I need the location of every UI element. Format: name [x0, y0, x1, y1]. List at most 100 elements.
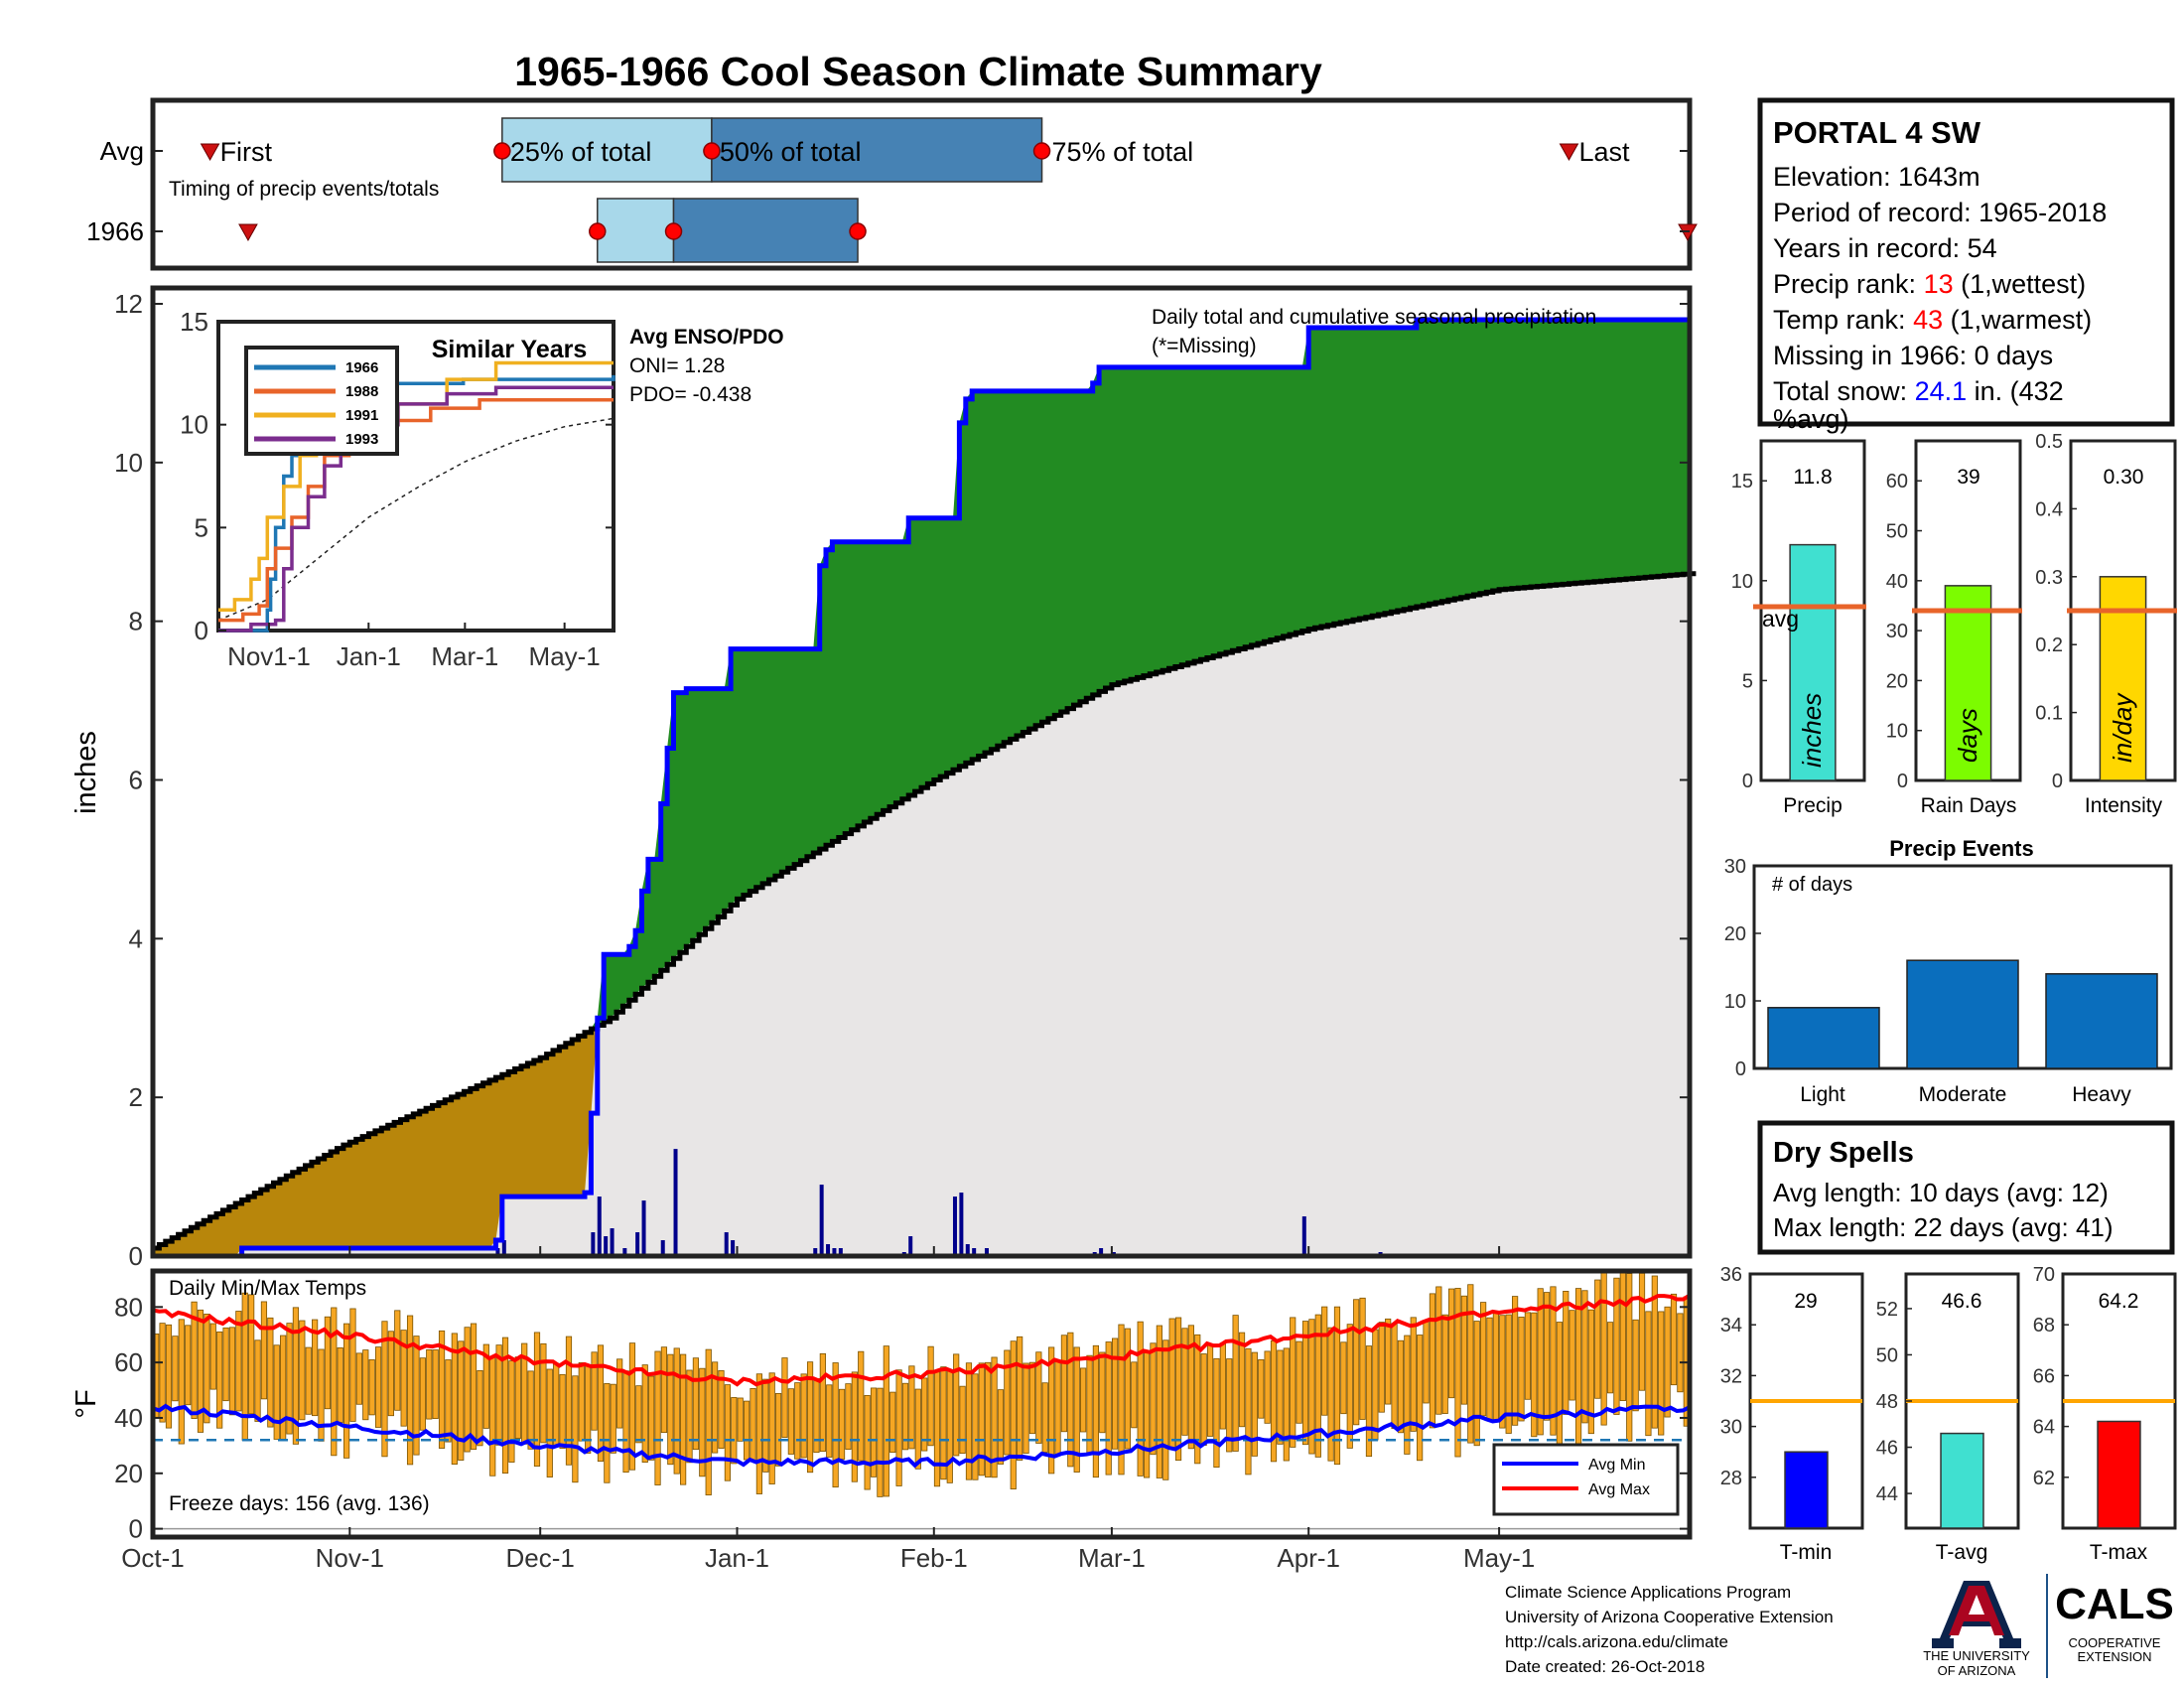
daily-temp-bar [959, 1385, 966, 1455]
daily-temp-bar [1587, 1309, 1594, 1435]
enso-pdo: PDO= -0.438 [629, 383, 751, 406]
daily-temp-bar [1150, 1342, 1157, 1456]
daily-temp-bar [724, 1384, 731, 1481]
daily-temp-bar [1574, 1288, 1582, 1445]
daily-temp-bar [1645, 1311, 1652, 1437]
avg-pct-marker [1032, 142, 1051, 160]
temp-y-axis-label: °F [70, 1389, 102, 1418]
daily-precip-bar [813, 1248, 818, 1256]
daily-precip-bar [965, 1244, 970, 1256]
daily-temp-bar [299, 1320, 306, 1421]
daily-temp-bar [419, 1357, 426, 1431]
inset-y-tick-label: 5 [195, 512, 208, 542]
daily-temp-bar [1460, 1295, 1468, 1405]
x-tick-label: Mar-1 [1078, 1543, 1146, 1573]
daily-temp-bar [895, 1369, 902, 1486]
main-y-tick-label: 6 [129, 765, 143, 794]
main-y-tick-label: 0 [129, 1241, 143, 1271]
daily-temp-bar [1441, 1314, 1448, 1414]
daily-temp-bar [889, 1391, 896, 1454]
daily-temp-bar [1206, 1344, 1214, 1437]
inset-series-1993 [218, 385, 614, 633]
avg-last-marker [1559, 143, 1579, 162]
daily-temp-bar [1194, 1334, 1201, 1465]
daily-temp-bar [673, 1347, 680, 1475]
daily-temp-bar [1480, 1302, 1487, 1417]
daily-temp-bar [1606, 1322, 1614, 1394]
daily-precip-bar [819, 1185, 824, 1256]
raindays-tick-label: 10 [1886, 721, 1908, 743]
temp-plot [152, 1271, 1692, 1530]
daily-temp-bar [1314, 1314, 1321, 1458]
daily-temp-bar [374, 1346, 382, 1428]
inset-y-tick-label: 0 [195, 616, 208, 645]
daily-temp-bar [1118, 1324, 1125, 1476]
footer-line1: Climate Science Applications Program [1505, 1583, 1791, 1602]
daily-temp-bar [1296, 1340, 1302, 1424]
daily-temp-bar [1486, 1317, 1493, 1422]
daily-temp-bar [489, 1356, 496, 1477]
daily-temp-bar [1086, 1354, 1093, 1455]
daily-temp-bar [172, 1336, 179, 1402]
daily-precip-bar [959, 1193, 964, 1256]
avg-box-50-75 [711, 117, 1043, 183]
daily-precip-bar [952, 1196, 957, 1256]
tmin-bar [1784, 1451, 1829, 1529]
daily-temp-bar [464, 1327, 471, 1453]
events-cat-light: Light [1800, 1083, 1845, 1106]
daily-temp-bar [883, 1345, 889, 1497]
intensity-tick-label: 0 [2052, 771, 2063, 792]
main-y-tick-label: 12 [114, 289, 143, 319]
daily-precip-bar [597, 1196, 602, 1256]
daily-precip-bar [495, 1248, 500, 1256]
daily-temp-bar [1028, 1361, 1036, 1435]
raindays-tick-label: 30 [1886, 621, 1908, 642]
daily-temp-bar [324, 1316, 332, 1410]
daily-temp-bar [1270, 1340, 1278, 1463]
ua-block-a-hole [1969, 1595, 1984, 1615]
legend-avg-max-label: Avg Max [1588, 1481, 1650, 1498]
intensity-unit: in/day [2108, 692, 2137, 763]
tavg-bar [1940, 1432, 1984, 1529]
daily-precip-bar [660, 1240, 665, 1256]
daily-temp-bar [1060, 1335, 1068, 1433]
intensity-label: Intensity [2085, 794, 2163, 817]
dry-spells-panel: Dry Spells Avg length: 10 days (avg: 12)… [1757, 1120, 2175, 1255]
page-title: 1965-1966 Cool Season Climate Summary [514, 49, 1322, 94]
daily-temp-bar [927, 1345, 934, 1447]
daily-temp-bar [400, 1330, 407, 1427]
tavg-label: T-avg [1936, 1541, 1988, 1564]
temp-chart: 0 20 40 60 80 °F Daily Min/Max Temps Freeze … [70, 1268, 1693, 1544]
raindays-tick-label: 0 [1897, 771, 1908, 792]
daily-temp-bar [1563, 1291, 1570, 1415]
y1966-pct-marker [664, 222, 683, 240]
daily-temp-bar [235, 1311, 242, 1412]
daily-temp-bar [514, 1356, 521, 1440]
daily-temp-bar [1581, 1290, 1588, 1424]
daily-temp-bar [1435, 1286, 1442, 1415]
daily-temp-bar [1385, 1318, 1392, 1405]
temp-y-ticks: 0 20 40 60 80 [114, 1292, 1690, 1544]
tavg-tick-label: 44 [1876, 1483, 1898, 1505]
daily-temp-bar [1048, 1346, 1055, 1475]
station-temp-rank: Temp rank: 43 (1,warmest) [1773, 305, 2092, 335]
daily-precip-bar [908, 1236, 913, 1256]
daily-temp-bar [508, 1360, 515, 1463]
daily-temp-bar [1423, 1321, 1430, 1404]
daily-temp-bar [381, 1321, 388, 1458]
station-precip-rank: Precip rank: 13 (1,wettest) [1773, 269, 2086, 299]
daily-temp-bar [1035, 1351, 1042, 1444]
daily-temp-bar [260, 1301, 268, 1400]
footer-line4: Date created: 26-Oct-2018 [1505, 1657, 1705, 1676]
intensity-value: 0.30 [2104, 466, 2144, 489]
daily-temp-bar [1181, 1328, 1188, 1436]
daily-temp-bar [267, 1317, 274, 1428]
daily-temp-bar [1124, 1328, 1131, 1450]
daily-temp-bar [165, 1324, 173, 1429]
daily-temp-bar [178, 1319, 185, 1445]
daily-temp-bar [1346, 1324, 1353, 1449]
daily-temp-bar [806, 1361, 814, 1474]
daily-temp-bar [501, 1336, 509, 1475]
daily-precip-bar [501, 1240, 506, 1256]
precip-value: 11.8 [1793, 466, 1832, 489]
